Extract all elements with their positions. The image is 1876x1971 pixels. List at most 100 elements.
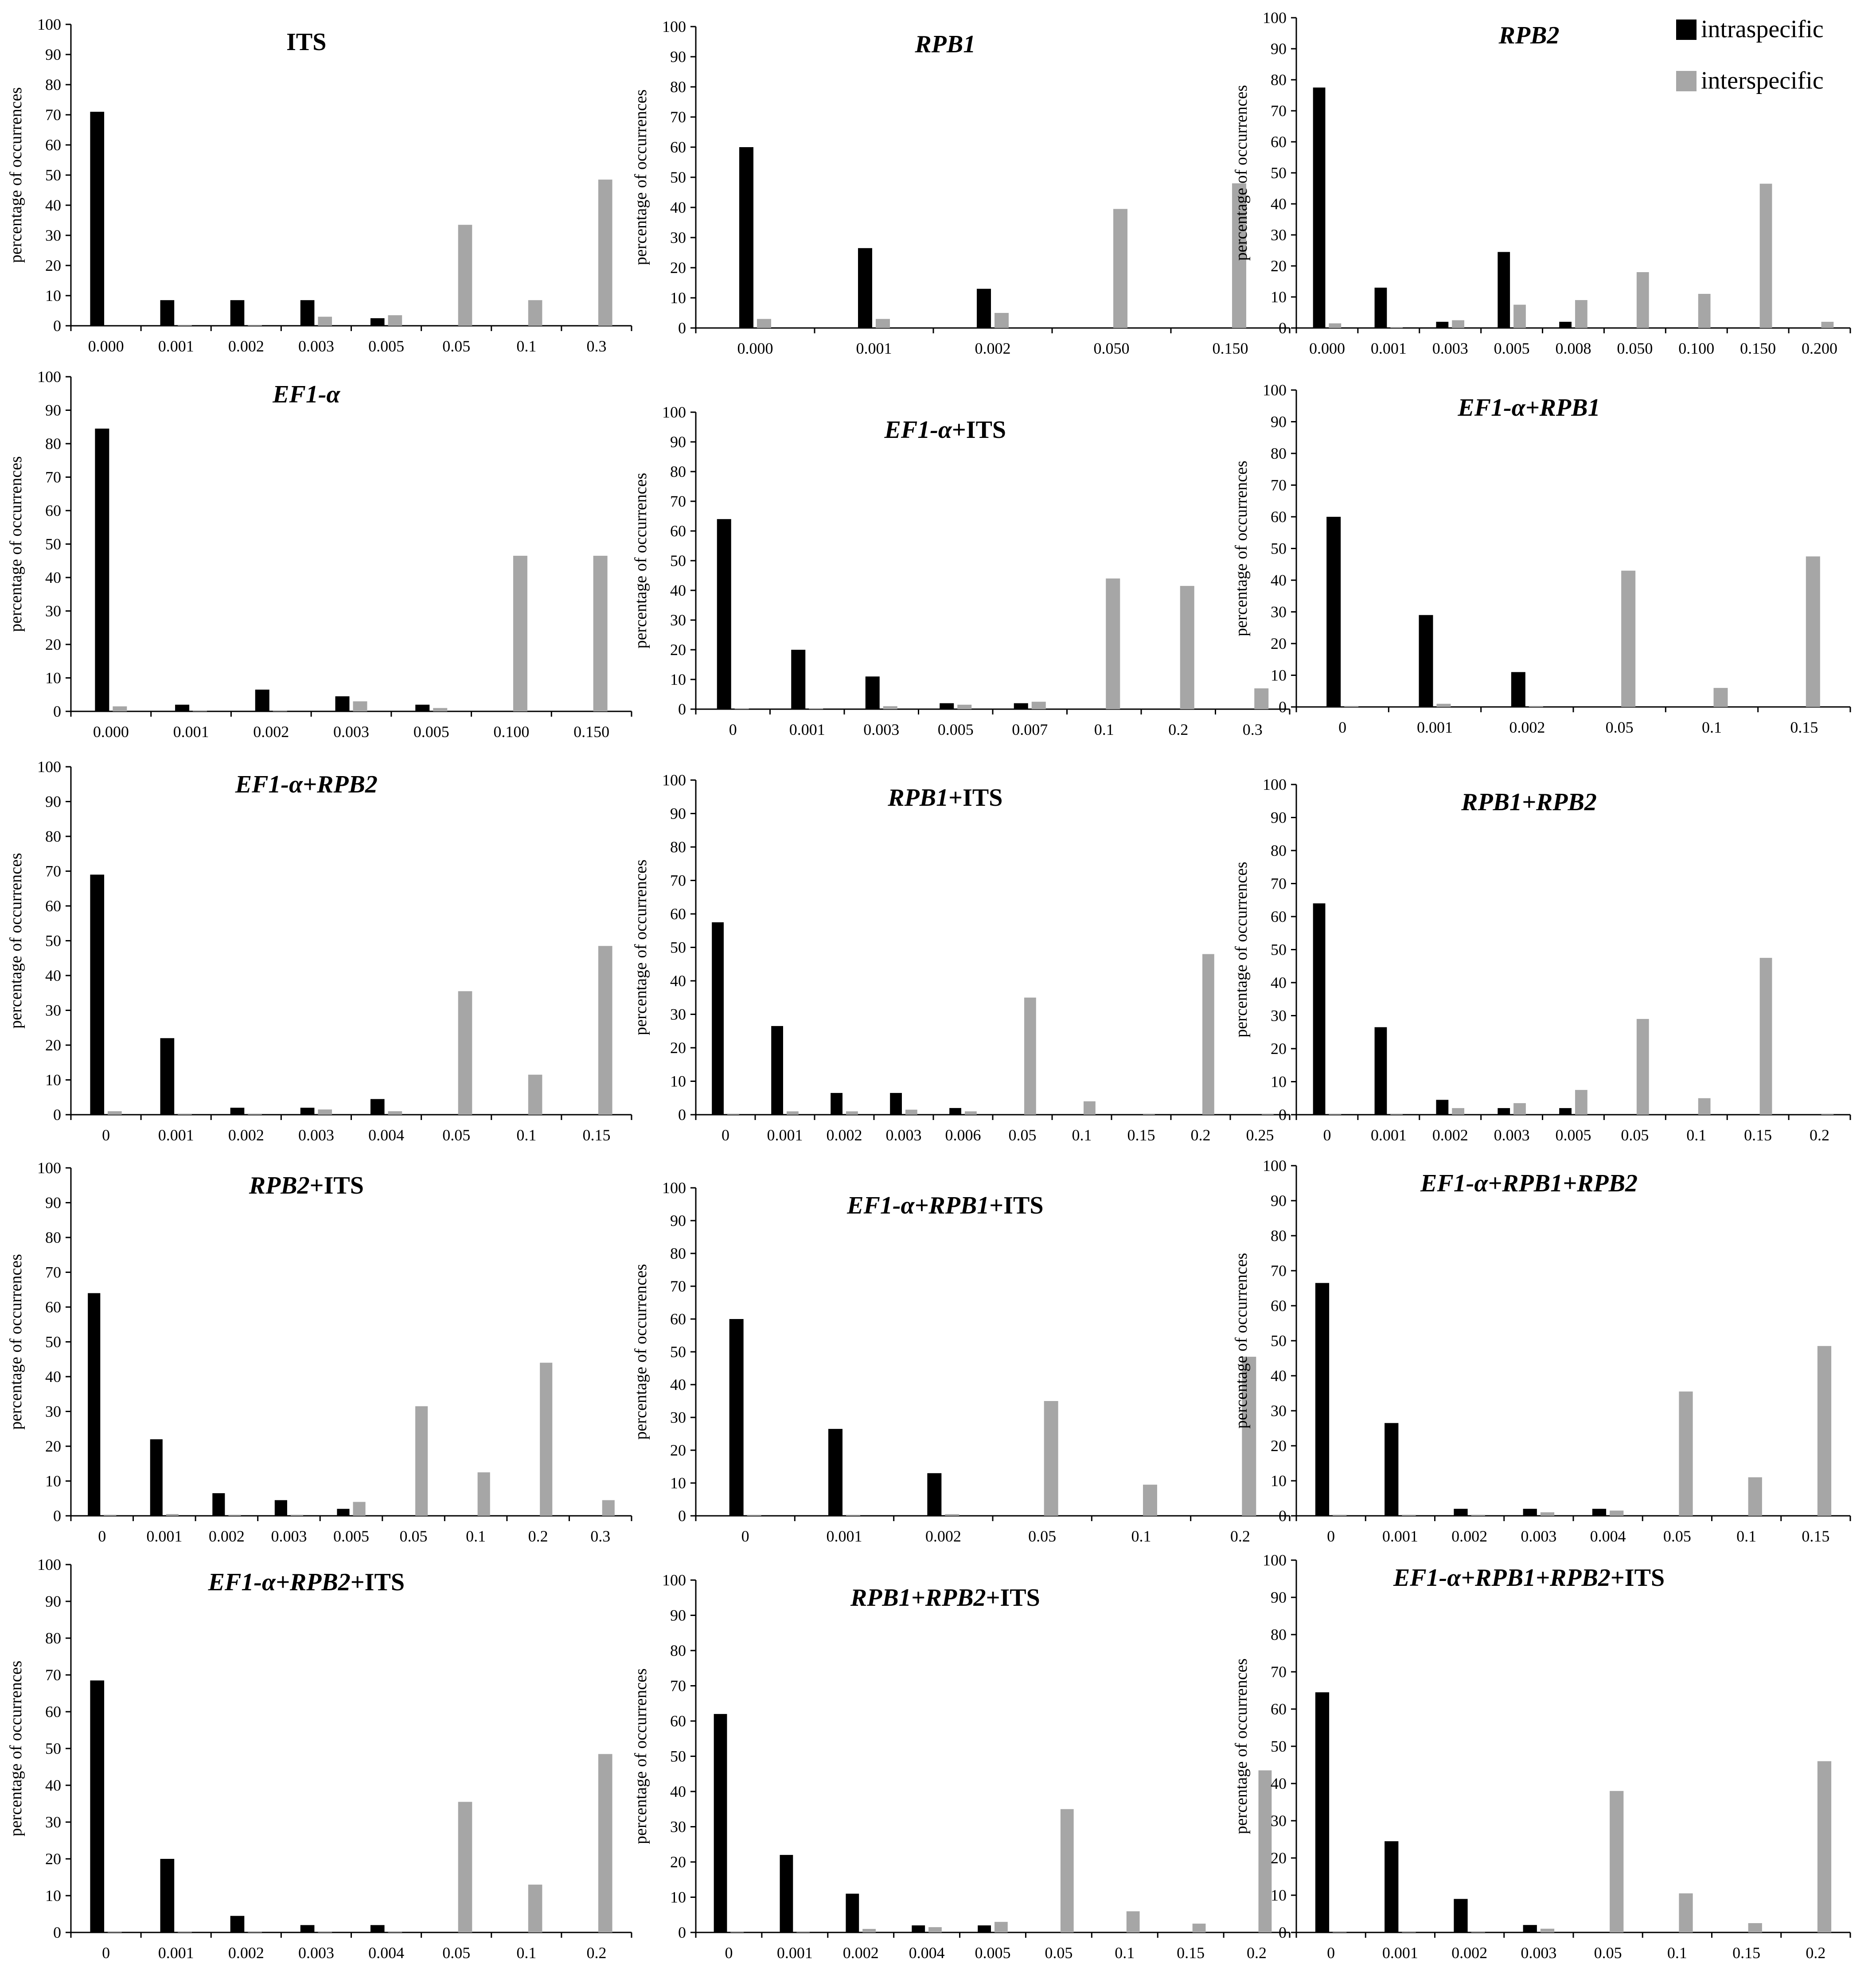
x-tick-label: 0.100 bbox=[493, 723, 529, 741]
y-tick-label: 50 bbox=[45, 1333, 61, 1351]
y-axis-label: percentage of occurrences bbox=[7, 87, 25, 263]
bar-interspecific bbox=[602, 1500, 615, 1516]
y-axis-label: percentage of occurrences bbox=[1232, 862, 1251, 1038]
bar-interspecific bbox=[883, 706, 897, 709]
y-tick-label: 90 bbox=[45, 793, 61, 811]
x-tick-label: 0.3 bbox=[590, 1527, 610, 1545]
y-tick-label: 40 bbox=[670, 1783, 686, 1800]
y-tick-label: 80 bbox=[1271, 842, 1287, 859]
y-axis-label: percentage of occurrences bbox=[1232, 85, 1251, 261]
legend-swatch-interspecific bbox=[1676, 71, 1697, 91]
y-axis-label: percentage of occurrences bbox=[7, 1661, 25, 1837]
bar-intraspecific bbox=[717, 519, 731, 709]
y-tick-label: 90 bbox=[670, 1607, 686, 1624]
bar-interspecific bbox=[113, 706, 127, 711]
y-tick-label: 70 bbox=[45, 1666, 61, 1684]
x-tick-label: 0.15 bbox=[1802, 1527, 1829, 1545]
chart-panel-13: 0 10 20 30 40 50 60 70 80 90 100 percentage of occu… bbox=[7, 1556, 632, 1962]
x-tick-label: 0.15 bbox=[1744, 1126, 1772, 1144]
x-tick-label: 0.1 bbox=[1131, 1527, 1151, 1545]
chart-panel-10: 0 10 20 30 40 50 60 70 80 90 100 percentage of occu… bbox=[7, 1159, 632, 1545]
x-tick-label: 0.3 bbox=[1243, 721, 1263, 738]
chart-title-part: +ITS bbox=[310, 1172, 364, 1199]
x-tick-label: 0 bbox=[1327, 1527, 1335, 1545]
x-tick-label: 0.002 bbox=[253, 723, 289, 741]
bar-interspecific bbox=[458, 1802, 472, 1932]
y-tick-label: 10 bbox=[1271, 288, 1287, 306]
bar-intraspecific bbox=[712, 922, 724, 1115]
x-tick-label: 0.1 bbox=[516, 337, 536, 355]
y-tick-label: 0 bbox=[1279, 319, 1287, 337]
bar-intraspecific bbox=[865, 676, 880, 709]
x-tick-label: 0.002 bbox=[228, 1944, 264, 1962]
x-tick-label: 0.001 bbox=[1371, 340, 1407, 357]
bar-interspecific bbox=[1180, 585, 1194, 709]
bar-interspecific bbox=[727, 1113, 739, 1115]
y-tick-label: 80 bbox=[1271, 1227, 1287, 1245]
bar-interspecific bbox=[1452, 1108, 1464, 1115]
bar-interspecific bbox=[353, 701, 367, 711]
x-tick-label: 0.002 bbox=[228, 1126, 264, 1144]
x-tick-label: 0.003 bbox=[271, 1527, 307, 1545]
bar-intraspecific bbox=[729, 1319, 744, 1516]
bar-intraspecific bbox=[90, 874, 105, 1115]
x-tick-label: 0.002 bbox=[1432, 1126, 1468, 1144]
x-tick-label: 0.05 bbox=[1009, 1126, 1037, 1144]
bar-intraspecific bbox=[300, 1925, 315, 1932]
y-tick-label: 50 bbox=[1271, 1332, 1287, 1350]
bar-intraspecific bbox=[274, 1500, 287, 1516]
chart-title-part: EF1-α+RPB2 bbox=[235, 771, 378, 798]
bar-interspecific bbox=[1262, 1113, 1274, 1115]
y-tick-label: 10 bbox=[1271, 1073, 1287, 1091]
x-tick-label: 0.2 bbox=[1168, 721, 1188, 738]
x-tick-label: 0.002 bbox=[1451, 1527, 1487, 1545]
bar-interspecific bbox=[1679, 1391, 1693, 1516]
y-tick-label: 40 bbox=[45, 196, 61, 214]
x-tick-label: 0 bbox=[1323, 1126, 1331, 1144]
bar-interspecific bbox=[1333, 1514, 1347, 1516]
x-tick-label: 0 bbox=[725, 1944, 733, 1962]
x-tick-label: 0.05 bbox=[400, 1527, 428, 1545]
y-tick-label: 50 bbox=[1271, 1737, 1287, 1755]
y-tick-label: 80 bbox=[45, 435, 61, 453]
bar-interspecific bbox=[388, 315, 402, 326]
bar-interspecific bbox=[1636, 1019, 1649, 1115]
y-tick-label: 10 bbox=[670, 1474, 686, 1492]
bar-interspecific bbox=[1679, 1893, 1693, 1932]
bar-intraspecific bbox=[300, 300, 315, 326]
chart-title: RPB2 bbox=[1498, 22, 1560, 49]
y-tick-label: 100 bbox=[662, 1571, 686, 1589]
y-tick-label: 30 bbox=[670, 1818, 686, 1836]
bar-interspecific bbox=[928, 1927, 942, 1932]
bar-interspecific bbox=[108, 1111, 122, 1115]
y-tick-label: 80 bbox=[1271, 445, 1287, 462]
y-tick-label: 30 bbox=[45, 602, 61, 620]
chart-title-part: +ITS bbox=[948, 784, 1002, 812]
y-tick-label: 70 bbox=[1271, 476, 1287, 494]
y-tick-label: 20 bbox=[670, 1039, 686, 1057]
x-tick-label: 0.001 bbox=[158, 1126, 194, 1144]
chart-title-part: EF1-α bbox=[884, 416, 952, 444]
x-tick-label: 0.05 bbox=[1621, 1126, 1649, 1144]
bar-intraspecific bbox=[230, 300, 245, 326]
bar-interspecific bbox=[248, 324, 262, 326]
y-tick-label: 80 bbox=[45, 1629, 61, 1647]
x-tick-label: 0.25 bbox=[1246, 1126, 1274, 1144]
bar-intraspecific bbox=[370, 1925, 385, 1932]
bar-interspecific bbox=[353, 1502, 366, 1516]
x-tick-label: 0.15 bbox=[1790, 718, 1818, 736]
y-tick-label: 70 bbox=[670, 492, 686, 510]
chart-panel-3: 0 10 20 30 40 50 60 70 80 90 100 percentage of occu… bbox=[1232, 9, 1851, 357]
bar-interspecific bbox=[905, 1109, 917, 1115]
y-tick-label: 10 bbox=[1271, 667, 1287, 684]
chart-title-part: EF1-α+RPB2 bbox=[208, 1569, 351, 1596]
bar-intraspecific bbox=[739, 147, 753, 328]
bar-interspecific bbox=[1452, 320, 1464, 328]
bar-interspecific bbox=[1192, 1924, 1206, 1932]
y-tick-label: 10 bbox=[1271, 1886, 1287, 1904]
bar-interspecific bbox=[787, 1111, 799, 1115]
x-tick-label: 0.002 bbox=[925, 1527, 961, 1545]
bar-intraspecific bbox=[1511, 672, 1525, 707]
bar-intraspecific bbox=[300, 1108, 315, 1115]
chart-title-part: RPB1+RPB2 bbox=[1461, 788, 1597, 816]
